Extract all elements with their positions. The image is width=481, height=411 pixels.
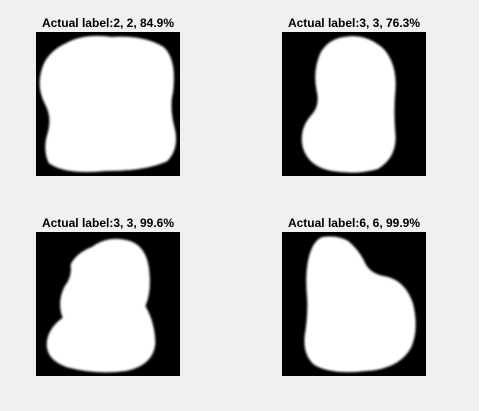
panel-title: Actual label:3, 3, 99.6% [0, 216, 228, 230]
digit-blob-image [37, 233, 179, 375]
digit-blob-image [37, 33, 179, 175]
panel-title: Actual label:2, 2, 84.9% [0, 16, 228, 30]
digit-blob-image [283, 33, 425, 175]
panel-title: Actual label:6, 6, 99.9% [234, 216, 474, 230]
panel-title: Actual label:3, 3, 76.3% [234, 16, 474, 30]
digit-blob-image [283, 233, 425, 375]
digit-image [282, 232, 426, 376]
digit-image [36, 232, 180, 376]
digit-image [282, 32, 426, 176]
digit-image [36, 32, 180, 176]
